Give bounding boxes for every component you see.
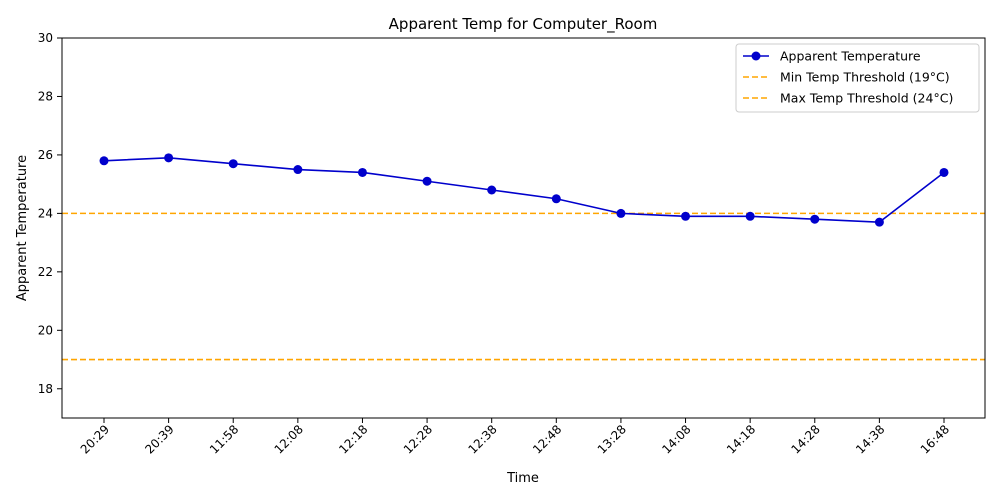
x-tick-label: 14:08 (659, 422, 693, 456)
chart-title: Apparent Temp for Computer_Room (389, 15, 658, 34)
y-tick-label: 26 (38, 148, 53, 162)
x-axis-label: Time (506, 471, 539, 486)
data-point (487, 185, 497, 195)
data-point (422, 176, 432, 186)
y-tick-label: 24 (38, 206, 53, 220)
data-point (939, 167, 949, 177)
x-tick-label: 11:58 (207, 422, 241, 456)
data-point (745, 211, 755, 221)
y-tick-label: 28 (38, 89, 53, 103)
plot-frame (61, 37, 986, 419)
data-point (357, 167, 367, 177)
data-point (616, 208, 626, 218)
series-line (103, 157, 945, 223)
x-tick-label: 20:29 (78, 422, 112, 456)
x-tick-label: 12:18 (336, 422, 370, 456)
legend-label-2: Min Temp Threshold (19°C) (780, 70, 950, 85)
x-tick-label: 14:18 (724, 422, 758, 456)
x-tick-label: 12:48 (530, 422, 564, 456)
data-point (228, 159, 238, 169)
x-tick-label: 12:28 (401, 422, 435, 456)
x-tick-label: 16:48 (918, 422, 952, 456)
data-point (681, 211, 691, 221)
legend: Apparent Temperature Min Temp Threshold (… (735, 43, 980, 113)
data-point (293, 165, 303, 175)
legend-label-1: Apparent Temperature (780, 49, 921, 64)
y-axis-label: Apparent Temperature (15, 155, 30, 301)
data-point (810, 214, 820, 224)
x-tick-label: 12:38 (465, 422, 499, 456)
y-tick-label: 18 (38, 382, 53, 396)
x-tick-label: 13:28 (595, 422, 629, 456)
data-point (99, 156, 109, 166)
y-tick-label: 22 (38, 265, 53, 279)
x-tick-label: 14:28 (789, 422, 823, 456)
x-tick-label: 14:38 (853, 422, 887, 456)
data-point (874, 217, 884, 227)
x-tick-label: 12:08 (272, 422, 306, 456)
legend-box (735, 43, 980, 113)
x-tick-label: 20:39 (142, 422, 176, 456)
legend-marker-1 (751, 51, 761, 61)
data-point (551, 194, 561, 204)
y-tick-label: 30 (38, 31, 53, 45)
legend-label-3: Max Temp Threshold (24°C) (780, 91, 953, 106)
data-point (164, 153, 174, 163)
y-tick-label: 20 (38, 323, 53, 337)
